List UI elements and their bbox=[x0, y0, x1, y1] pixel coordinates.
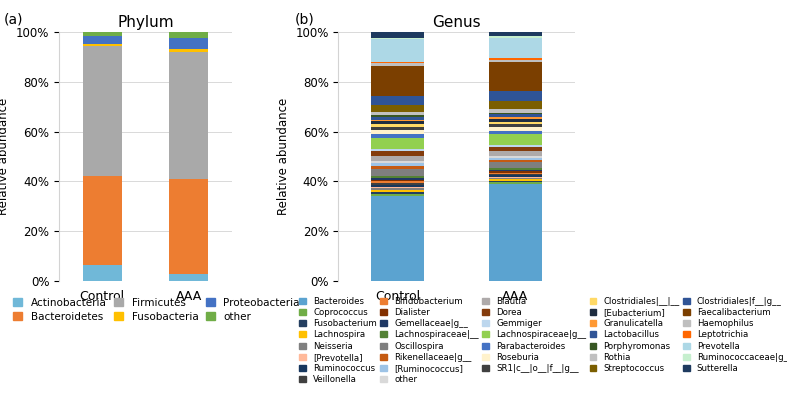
Bar bbox=[489, 127, 542, 131]
Bar bbox=[169, 274, 209, 281]
Bar bbox=[489, 60, 542, 62]
Bar bbox=[489, 134, 542, 146]
Bar bbox=[371, 32, 424, 38]
Bar bbox=[371, 163, 424, 166]
Bar bbox=[489, 178, 542, 179]
Bar bbox=[489, 38, 542, 58]
Bar bbox=[489, 162, 542, 168]
Bar bbox=[371, 181, 424, 183]
Bar bbox=[489, 182, 542, 184]
Bar bbox=[489, 58, 542, 60]
Bar bbox=[489, 131, 542, 134]
Bar bbox=[371, 134, 424, 138]
Bar bbox=[371, 124, 424, 127]
Bar bbox=[371, 119, 424, 122]
Bar bbox=[169, 49, 209, 52]
Bar bbox=[489, 156, 542, 158]
Bar bbox=[83, 44, 122, 46]
Bar bbox=[371, 63, 424, 66]
Bar bbox=[489, 147, 542, 151]
Bar bbox=[83, 176, 122, 265]
Bar bbox=[169, 38, 209, 49]
Text: (a): (a) bbox=[4, 12, 24, 26]
Bar bbox=[489, 62, 542, 91]
Bar bbox=[371, 180, 424, 181]
Title: Phylum: Phylum bbox=[117, 14, 174, 30]
Bar bbox=[83, 46, 122, 176]
Bar bbox=[489, 36, 542, 38]
Bar bbox=[489, 122, 542, 124]
Bar bbox=[489, 151, 542, 156]
Bar bbox=[371, 127, 424, 130]
Bar bbox=[371, 112, 424, 115]
Bar bbox=[83, 32, 122, 36]
Bar bbox=[489, 173, 542, 174]
Bar bbox=[371, 96, 424, 105]
Bar bbox=[83, 36, 122, 44]
Y-axis label: Relative abundance: Relative abundance bbox=[277, 98, 290, 215]
Bar bbox=[371, 168, 424, 176]
Bar bbox=[489, 32, 542, 36]
Bar bbox=[489, 181, 542, 182]
Bar bbox=[371, 161, 424, 163]
Bar bbox=[371, 138, 424, 149]
Bar bbox=[371, 183, 424, 185]
Legend: Actinobacteria, Bacteroidetes, Firmicutes, Fusobacteria, Proteobacteria, other: Actinobacteria, Bacteroidetes, Firmicute… bbox=[13, 298, 300, 322]
Bar bbox=[371, 38, 424, 39]
Bar bbox=[489, 179, 542, 181]
Bar bbox=[371, 176, 424, 178]
Bar bbox=[371, 105, 424, 112]
Bar bbox=[371, 178, 424, 180]
Bar bbox=[489, 170, 542, 171]
Bar bbox=[371, 149, 424, 151]
Bar bbox=[371, 166, 424, 168]
Bar bbox=[489, 146, 542, 147]
Legend: Bacteroides, Coprococcus, Fusobacterium, Lachnospira, Neisseria, [Prevotella], R: Bacteroides, Coprococcus, Fusobacterium,… bbox=[299, 297, 787, 384]
Bar bbox=[489, 113, 542, 114]
Bar bbox=[489, 114, 542, 117]
Bar bbox=[83, 265, 122, 281]
Bar bbox=[489, 176, 542, 178]
Bar bbox=[489, 174, 542, 175]
Title: Genus: Genus bbox=[432, 14, 481, 30]
Bar bbox=[371, 115, 424, 117]
Bar bbox=[169, 52, 209, 179]
Bar bbox=[371, 122, 424, 124]
Bar bbox=[371, 117, 424, 119]
Bar bbox=[489, 171, 542, 173]
Bar bbox=[489, 101, 542, 109]
Bar bbox=[489, 119, 542, 122]
Bar bbox=[371, 185, 424, 186]
Bar bbox=[371, 192, 424, 194]
Bar bbox=[371, 61, 424, 63]
Bar bbox=[489, 91, 542, 101]
Bar bbox=[489, 117, 542, 119]
Bar bbox=[489, 168, 542, 170]
Bar bbox=[169, 179, 209, 274]
Bar bbox=[371, 196, 424, 281]
Bar bbox=[371, 156, 424, 161]
Bar bbox=[371, 66, 424, 96]
Bar bbox=[489, 158, 542, 160]
Bar bbox=[371, 190, 424, 192]
Bar bbox=[371, 130, 424, 134]
Bar bbox=[169, 32, 209, 38]
Text: (b): (b) bbox=[295, 12, 315, 26]
Bar bbox=[489, 109, 542, 113]
Bar bbox=[371, 186, 424, 188]
Bar bbox=[371, 194, 424, 196]
Bar bbox=[489, 124, 542, 127]
Bar bbox=[489, 184, 542, 281]
Bar bbox=[489, 175, 542, 176]
Bar bbox=[371, 151, 424, 156]
Y-axis label: Relative abundance: Relative abundance bbox=[0, 98, 10, 215]
Bar bbox=[371, 188, 424, 190]
Bar bbox=[371, 39, 424, 61]
Bar bbox=[489, 160, 542, 162]
